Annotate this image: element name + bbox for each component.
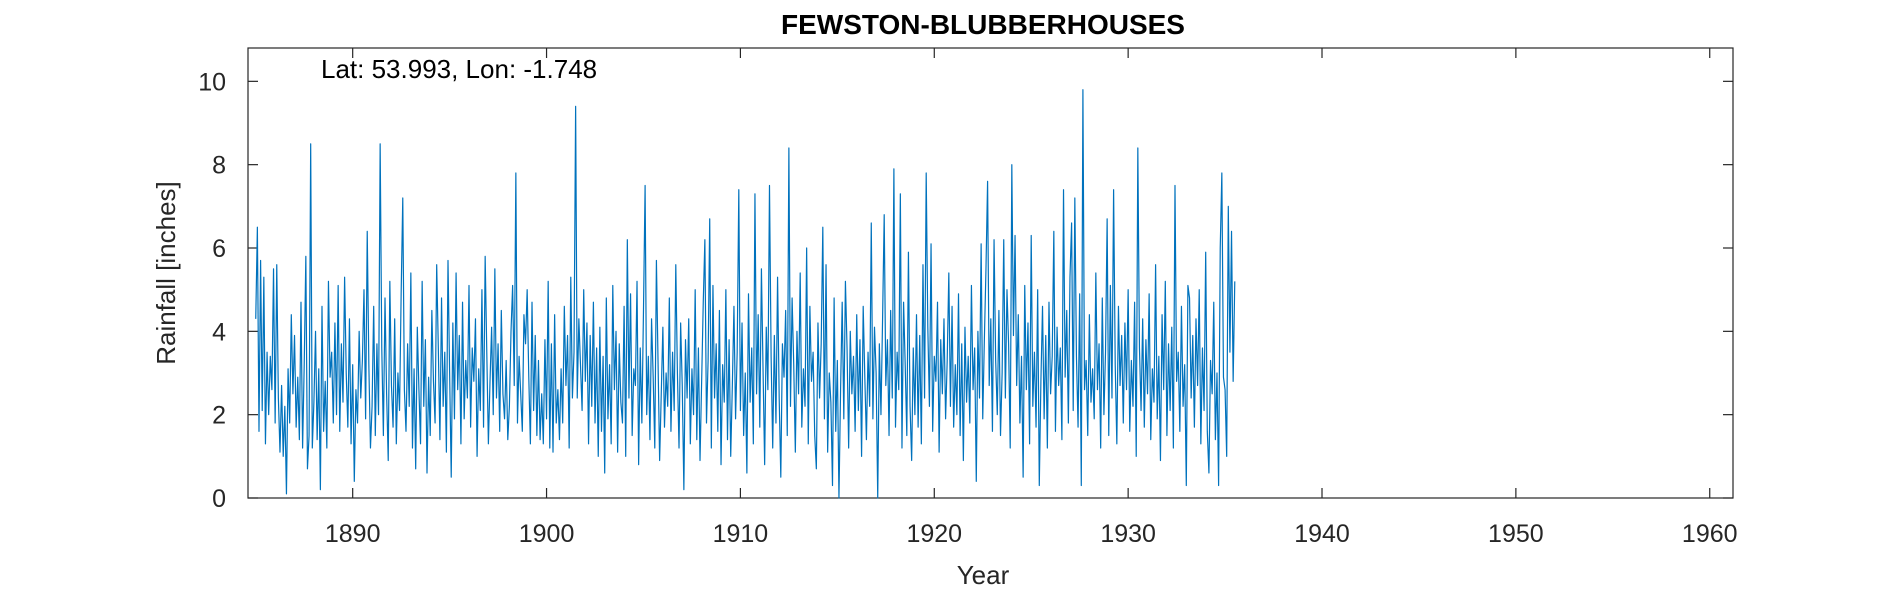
y-tick-label: 4 [212, 318, 226, 346]
y-axis-label: Rainfall [inches] [151, 181, 181, 365]
y-tick-label: 8 [212, 152, 226, 180]
location-annotation: Lat: 53.993, Lon: -1.748 [321, 54, 597, 84]
x-tick-label: 1920 [906, 520, 962, 548]
rainfall-series-line [255, 89, 1236, 499]
chart-title: FEWSTON-BLUBBERHOUSES [781, 9, 1185, 40]
x-tick-label: 1960 [1682, 520, 1738, 548]
x-tick-label: 1940 [1294, 520, 1350, 548]
y-tick-label: 2 [212, 402, 226, 430]
y-tick-label: 6 [212, 235, 226, 263]
x-tick-label: 1900 [519, 520, 575, 548]
x-axis-label: Year [957, 560, 1010, 590]
x-axis-ticks: 1890 1900 1910 1920 1930 1940 1950 1960 [325, 48, 1738, 548]
y-tick-label: 0 [212, 485, 226, 513]
x-tick-label: 1950 [1488, 520, 1544, 548]
x-tick-label: 1890 [325, 520, 381, 548]
y-tick-label: 10 [198, 68, 226, 96]
y-axis-ticks: 0 2 4 6 8 10 [198, 68, 1733, 513]
x-tick-label: 1910 [713, 520, 769, 548]
series-layer [255, 89, 1236, 499]
x-tick-label: 1930 [1100, 520, 1156, 548]
plot-area-frame [247, 47, 1734, 499]
